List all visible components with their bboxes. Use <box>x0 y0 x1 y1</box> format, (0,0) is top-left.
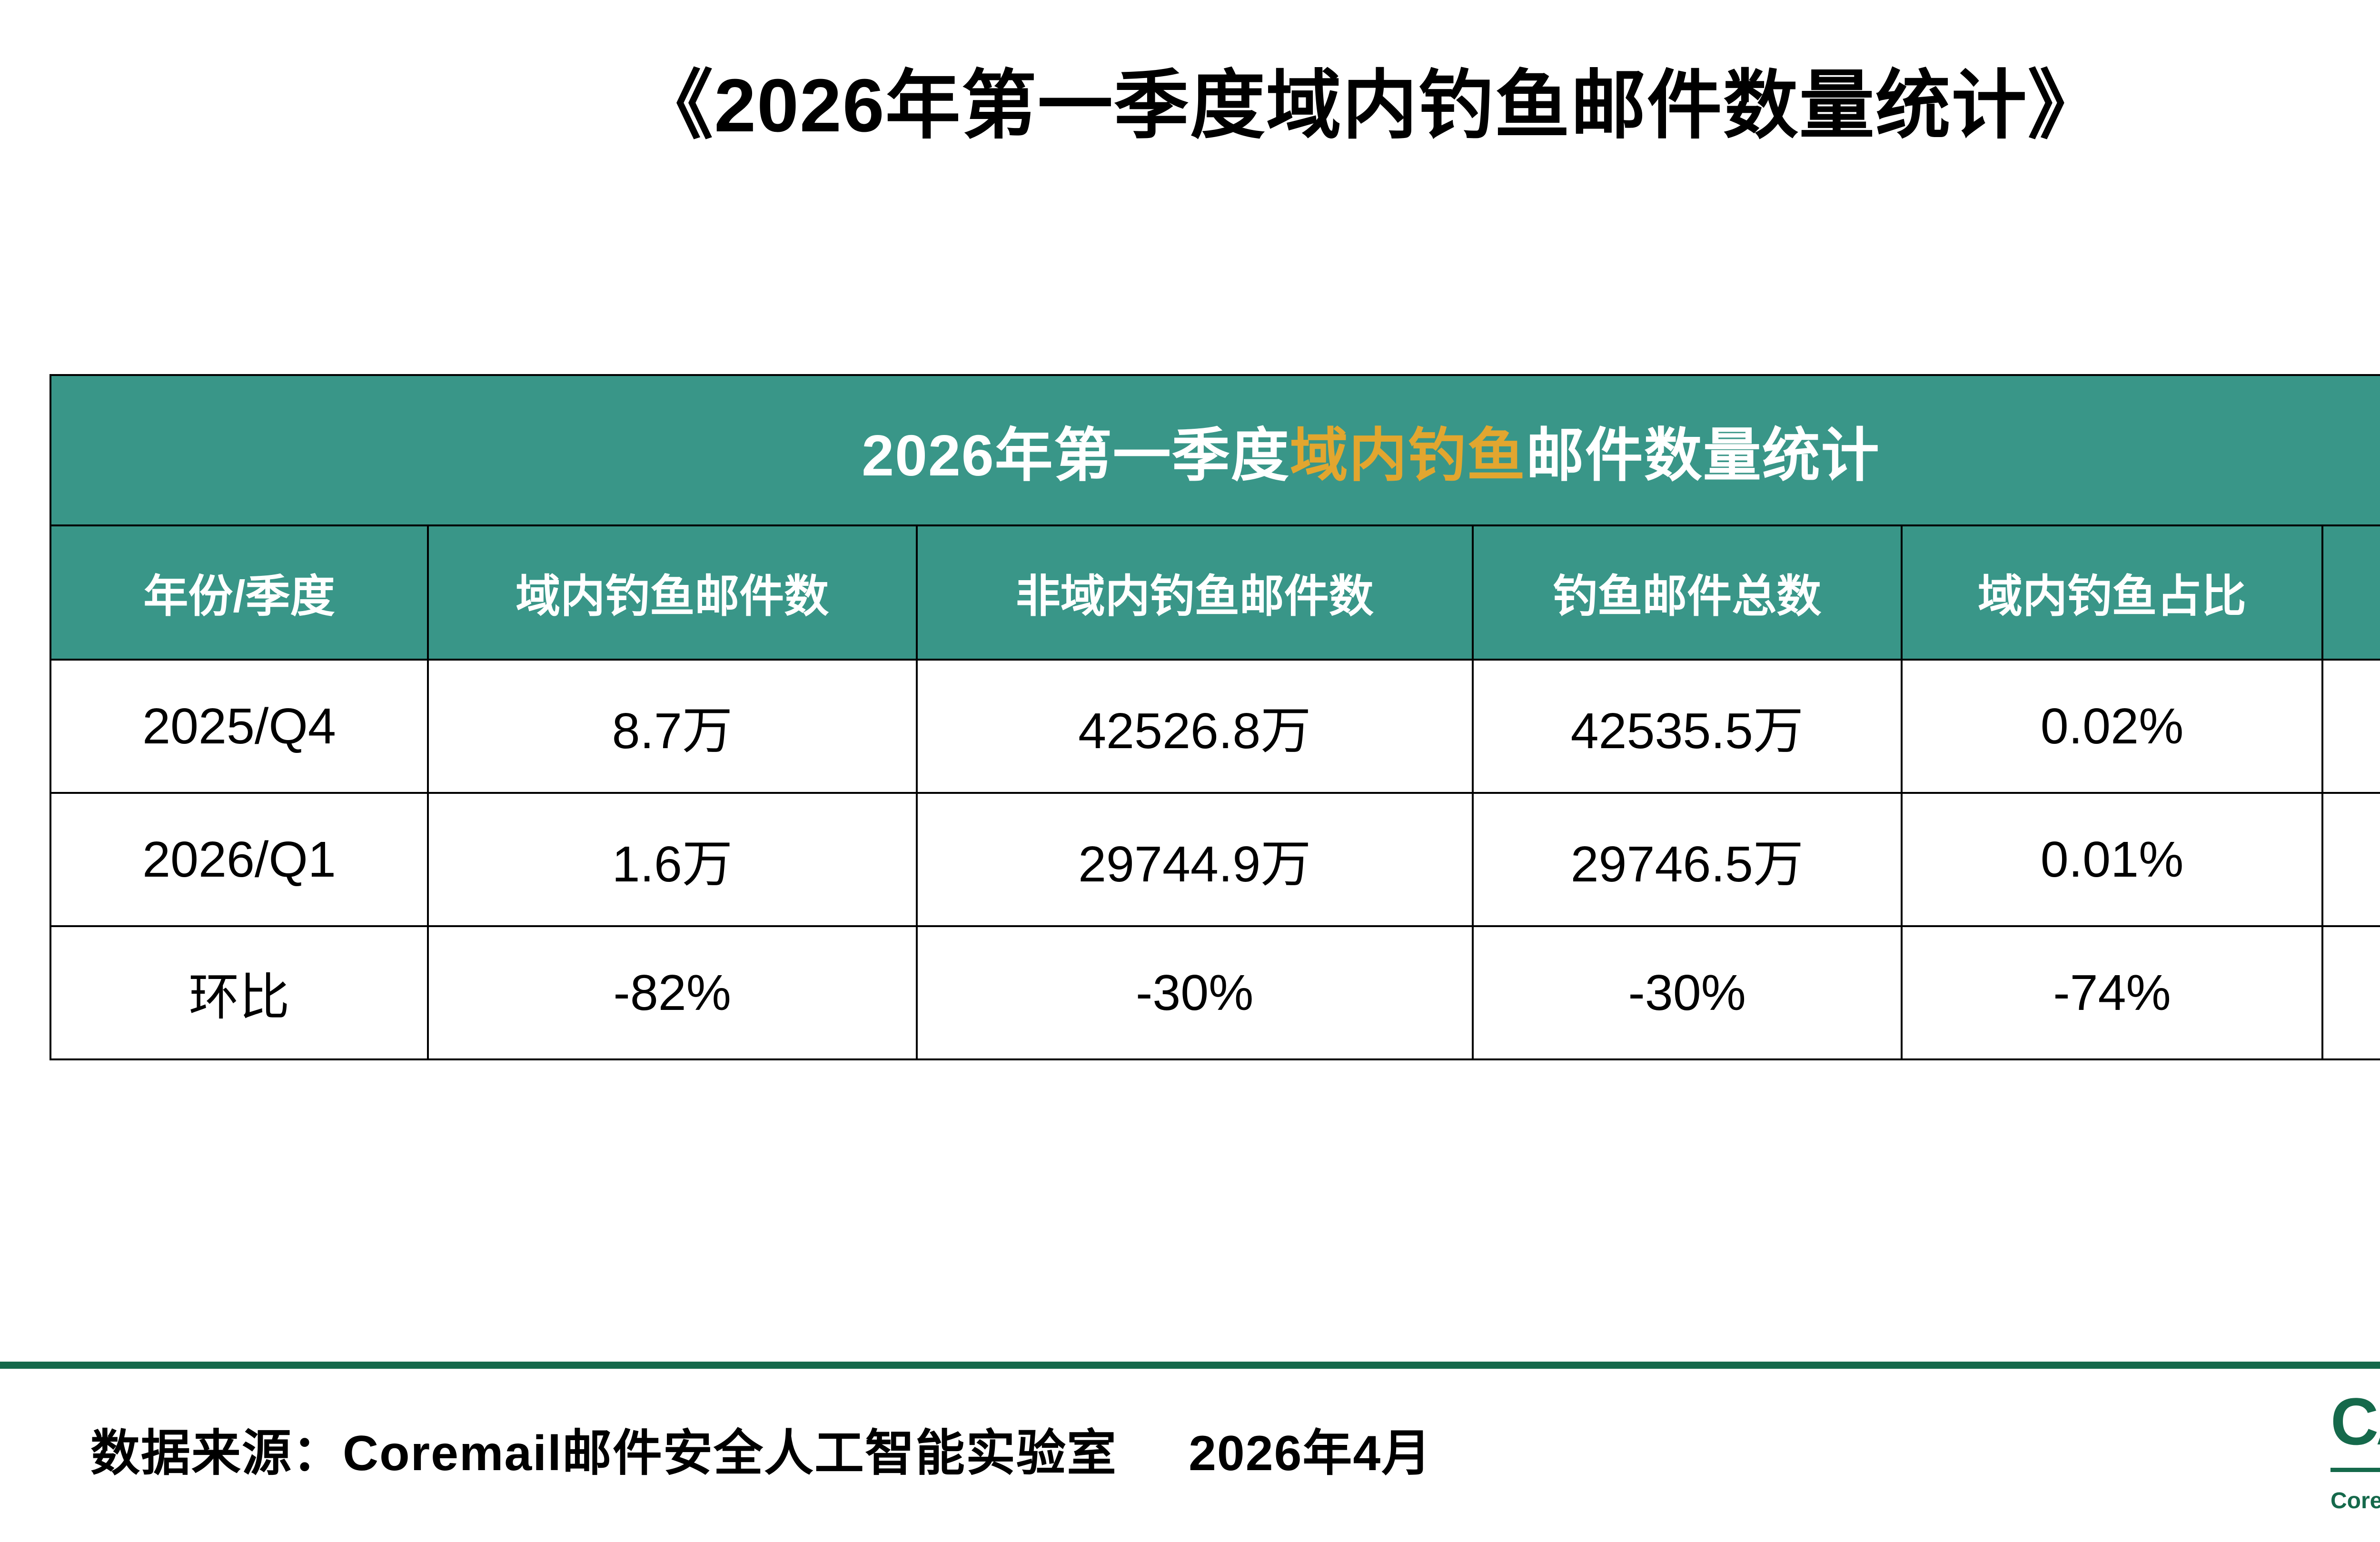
column-header-nondomain-phishing-count: 非域内钓鱼邮件数 <box>915 526 1472 659</box>
table-title-row: 2026年第一季度 域内钓鱼 邮件数量统计 <box>51 376 2380 524</box>
table-cell: -82% <box>426 927 916 1058</box>
statistics-table: 2026年第一季度 域内钓鱼 邮件数量统计 年份/季度 域内钓鱼邮件数 非域内钓鱼邮… <box>50 374 2380 1060</box>
table-title-prefix: 2026年第一季度 <box>862 423 1290 488</box>
table-cell: 2026/Q1 <box>142 831 336 888</box>
table-title-suffix: 邮件数量统计 <box>1526 423 1880 488</box>
table-title-highlight: 域内钓鱼 <box>1289 423 1526 488</box>
table-cell: 165 <box>2321 794 2380 925</box>
table-row-2026q1: 2026/Q1 1.6万 29744.9万 29746.5万 0.01% 165 <box>51 792 2380 925</box>
data-source-line: 数据来源：Coremail邮件安全人工智能实验室 2026年4月 <box>90 1413 1432 1484</box>
column-header-domain-phishing-count: 域内钓鱼邮件数 <box>426 526 916 659</box>
table-cell: 150 <box>2321 661 2380 792</box>
table-row-2025q4: 2025/Q4 8.7万 42526.8万 42535.5万 0.02% 150 <box>51 659 2380 792</box>
table-cell: 29744.9万 <box>915 794 1472 925</box>
cacter-logo: CACTER 邮件 安全 Coremail 旗下独立品牌 <box>2330 1386 2380 1542</box>
tagline-coremail: Coremail <box>2330 1488 2380 1513</box>
table-cell: -74% <box>1900 927 2322 1058</box>
column-header-stolen-accounts: 被盗账号数 <box>2321 526 2380 659</box>
table-cell: 0.01% <box>1900 794 2322 925</box>
data-source-label: 数据来源：Coremail邮件安全人工智能实验室 <box>90 1426 1118 1481</box>
table-cell: 10% <box>2321 927 2380 1058</box>
table-cell: -30% <box>1471 927 1901 1058</box>
table-cell: 1.6万 <box>426 794 916 925</box>
table-row-qoq-change: 环比 -82% -30% -30% -74% 10% <box>51 925 2380 1058</box>
page-title: 《2026年第一季度域内钓鱼邮件数量统计》 <box>638 64 2104 148</box>
cacter-wordmark: CACTER <box>2330 1384 2380 1459</box>
table-header-row: 年份/季度 域内钓鱼邮件数 非域内钓鱼邮件数 钓鱼邮件总数 域内钓鱼占比 被盗账… <box>51 524 2380 659</box>
table-cell: 2025/Q4 <box>142 698 336 754</box>
column-header-domain-phishing-ratio: 域内钓鱼占比 <box>1900 526 2322 659</box>
logo-underline <box>2330 1468 2380 1472</box>
footer-divider-bar <box>0 1362 2380 1369</box>
table-cell: 0.02% <box>1900 661 2322 792</box>
cacter-logo-row: CACTER 邮件 安全 <box>2330 1386 2380 1457</box>
table-cell: 29746.5万 <box>1471 794 1901 925</box>
table-cell: -30% <box>915 927 1472 1058</box>
column-header-phishing-total: 钓鱼邮件总数 <box>1471 526 1901 659</box>
table-cell: 42535.5万 <box>1471 661 1901 792</box>
table-cell: 8.7万 <box>426 661 916 792</box>
column-header-year-quarter: 年份/季度 <box>143 571 335 621</box>
table-cell: 环比 <box>188 969 290 1026</box>
table-cell: 42526.8万 <box>915 661 1472 792</box>
data-source-date: 2026年4月 <box>1189 1426 1432 1481</box>
logo-tagline: Coremail 旗下独立品牌 <box>2330 1482 2380 1542</box>
